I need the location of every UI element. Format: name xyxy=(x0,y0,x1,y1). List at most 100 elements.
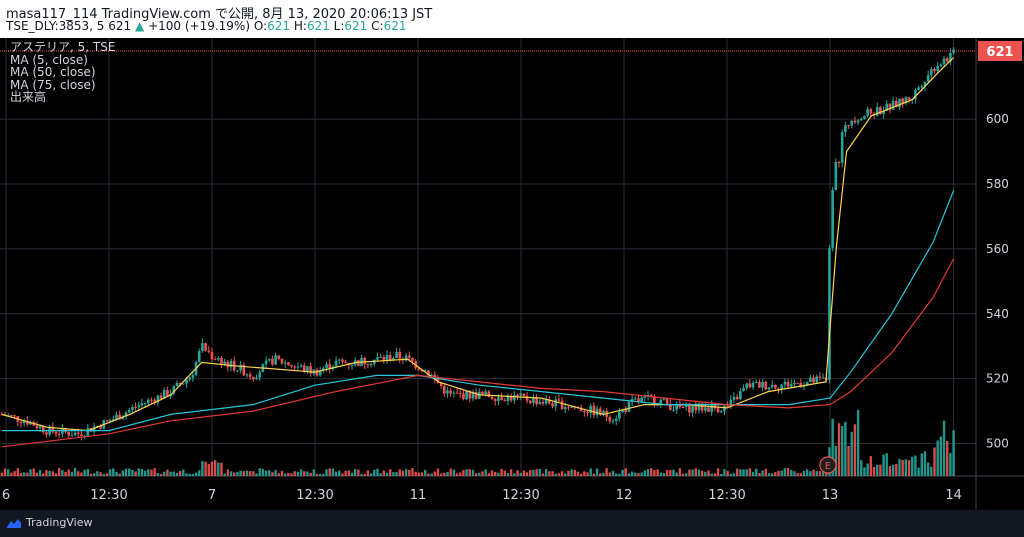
candle-body xyxy=(423,370,427,372)
candle-body xyxy=(427,370,430,376)
volume-bar xyxy=(723,469,726,476)
volume-bar xyxy=(236,471,239,476)
candle-body xyxy=(19,421,23,424)
candle-body xyxy=(274,355,277,365)
candle-body xyxy=(385,354,389,360)
candle-body xyxy=(898,98,901,108)
volume-bar xyxy=(344,470,347,476)
candle-body xyxy=(236,370,239,372)
last-price-badge xyxy=(978,40,1022,61)
candle-body xyxy=(704,407,707,411)
volume-bar xyxy=(283,473,287,476)
volume-bar xyxy=(420,472,424,476)
candle-body xyxy=(500,397,503,401)
volume-bar xyxy=(19,472,23,476)
candle-body xyxy=(280,358,284,364)
volume-bar xyxy=(627,473,631,476)
candle-body xyxy=(710,404,713,412)
volume-bar xyxy=(509,469,513,476)
candle-body xyxy=(443,386,446,394)
volume-bar xyxy=(217,462,220,476)
volume-bar xyxy=(516,470,519,476)
candle-body xyxy=(293,366,297,368)
candle-body xyxy=(579,407,583,411)
candle-body xyxy=(783,381,787,385)
candle-body xyxy=(780,384,784,390)
candle-body xyxy=(140,403,144,406)
candle-body xyxy=(707,407,710,412)
volume-bar xyxy=(796,472,799,476)
volume-bar xyxy=(178,470,182,476)
volume-bar xyxy=(414,471,417,476)
volume-bar xyxy=(274,469,277,476)
volume-bar xyxy=(882,454,885,476)
x-tick-label: 6 xyxy=(2,488,10,503)
candle-body xyxy=(344,361,347,363)
candle-body xyxy=(595,408,599,416)
x-tick-label: 11 xyxy=(410,488,427,503)
x-tick-label: 12 xyxy=(616,488,633,503)
candle-body xyxy=(729,399,733,407)
symbol-price: TSE_DLY:3853, 5 621 xyxy=(6,19,132,33)
x-tick-label: 7 xyxy=(208,488,216,503)
volume-bar xyxy=(863,467,866,476)
tradingview-logo[interactable]: TradingView xyxy=(6,516,92,529)
volume-bar xyxy=(840,426,844,476)
volume-bar xyxy=(271,472,274,476)
volume-bar xyxy=(166,469,169,476)
candle-body xyxy=(204,343,207,351)
candle-body xyxy=(723,406,726,412)
volume-bar xyxy=(621,469,624,476)
candle-body xyxy=(669,403,672,411)
volume-bar xyxy=(439,473,443,476)
candle-body xyxy=(245,374,249,376)
candle-body xyxy=(296,366,300,368)
candle-body xyxy=(732,396,736,400)
candle-body xyxy=(248,374,252,377)
volume-bar xyxy=(755,468,758,476)
volume-bar xyxy=(481,471,484,476)
candle-body xyxy=(882,110,885,115)
volume-bar xyxy=(322,473,325,476)
candle-body xyxy=(341,359,344,362)
volume-bar xyxy=(401,470,405,476)
volume-bar xyxy=(35,472,39,476)
candle-body xyxy=(267,358,271,361)
volume-bar xyxy=(242,471,245,476)
volume-bar xyxy=(86,469,90,476)
volume-bar xyxy=(347,470,351,476)
price-chart[interactable]: 500 520 540 560 580 600 6 12:30 7 12:30 11 12:30 12 1… xyxy=(0,38,1024,510)
candle-body xyxy=(226,361,230,367)
candle-body xyxy=(411,357,414,362)
candle-body xyxy=(150,399,153,401)
candle-body xyxy=(930,68,933,76)
volume-bar xyxy=(124,468,128,476)
candle-body xyxy=(933,68,936,72)
volume-bar xyxy=(83,469,86,476)
volume-bar xyxy=(385,472,389,476)
candle-body xyxy=(376,357,379,360)
y-tick-label: 560 xyxy=(986,242,1009,256)
volume-bar xyxy=(640,472,643,476)
candle-body xyxy=(859,118,863,121)
candle-body xyxy=(719,411,723,413)
x-tick-label: 12:30 xyxy=(296,488,333,503)
volume-bar xyxy=(210,461,214,476)
volume-bar xyxy=(837,423,841,476)
volume-bar xyxy=(681,473,685,476)
volume-bar xyxy=(150,469,153,476)
candle-body xyxy=(302,365,306,372)
volume-bar xyxy=(306,471,309,476)
candle-body xyxy=(774,384,777,389)
candle-body xyxy=(583,410,586,413)
candle-body xyxy=(834,161,838,191)
candle-body xyxy=(560,400,564,410)
indicator-legend: アステリア, 5, TSE MA (5, close) MA (50, clos… xyxy=(10,41,115,104)
volume-bar xyxy=(697,469,701,476)
candle-body xyxy=(388,354,392,361)
volume-bar xyxy=(452,469,456,476)
volume-bar xyxy=(895,463,898,476)
chart-area[interactable]: 500 520 540 560 580 600 6 12:30 7 12:30 11 12:30 12 1… xyxy=(0,38,1024,510)
volume-bar xyxy=(726,471,729,476)
candle-body xyxy=(468,390,472,399)
